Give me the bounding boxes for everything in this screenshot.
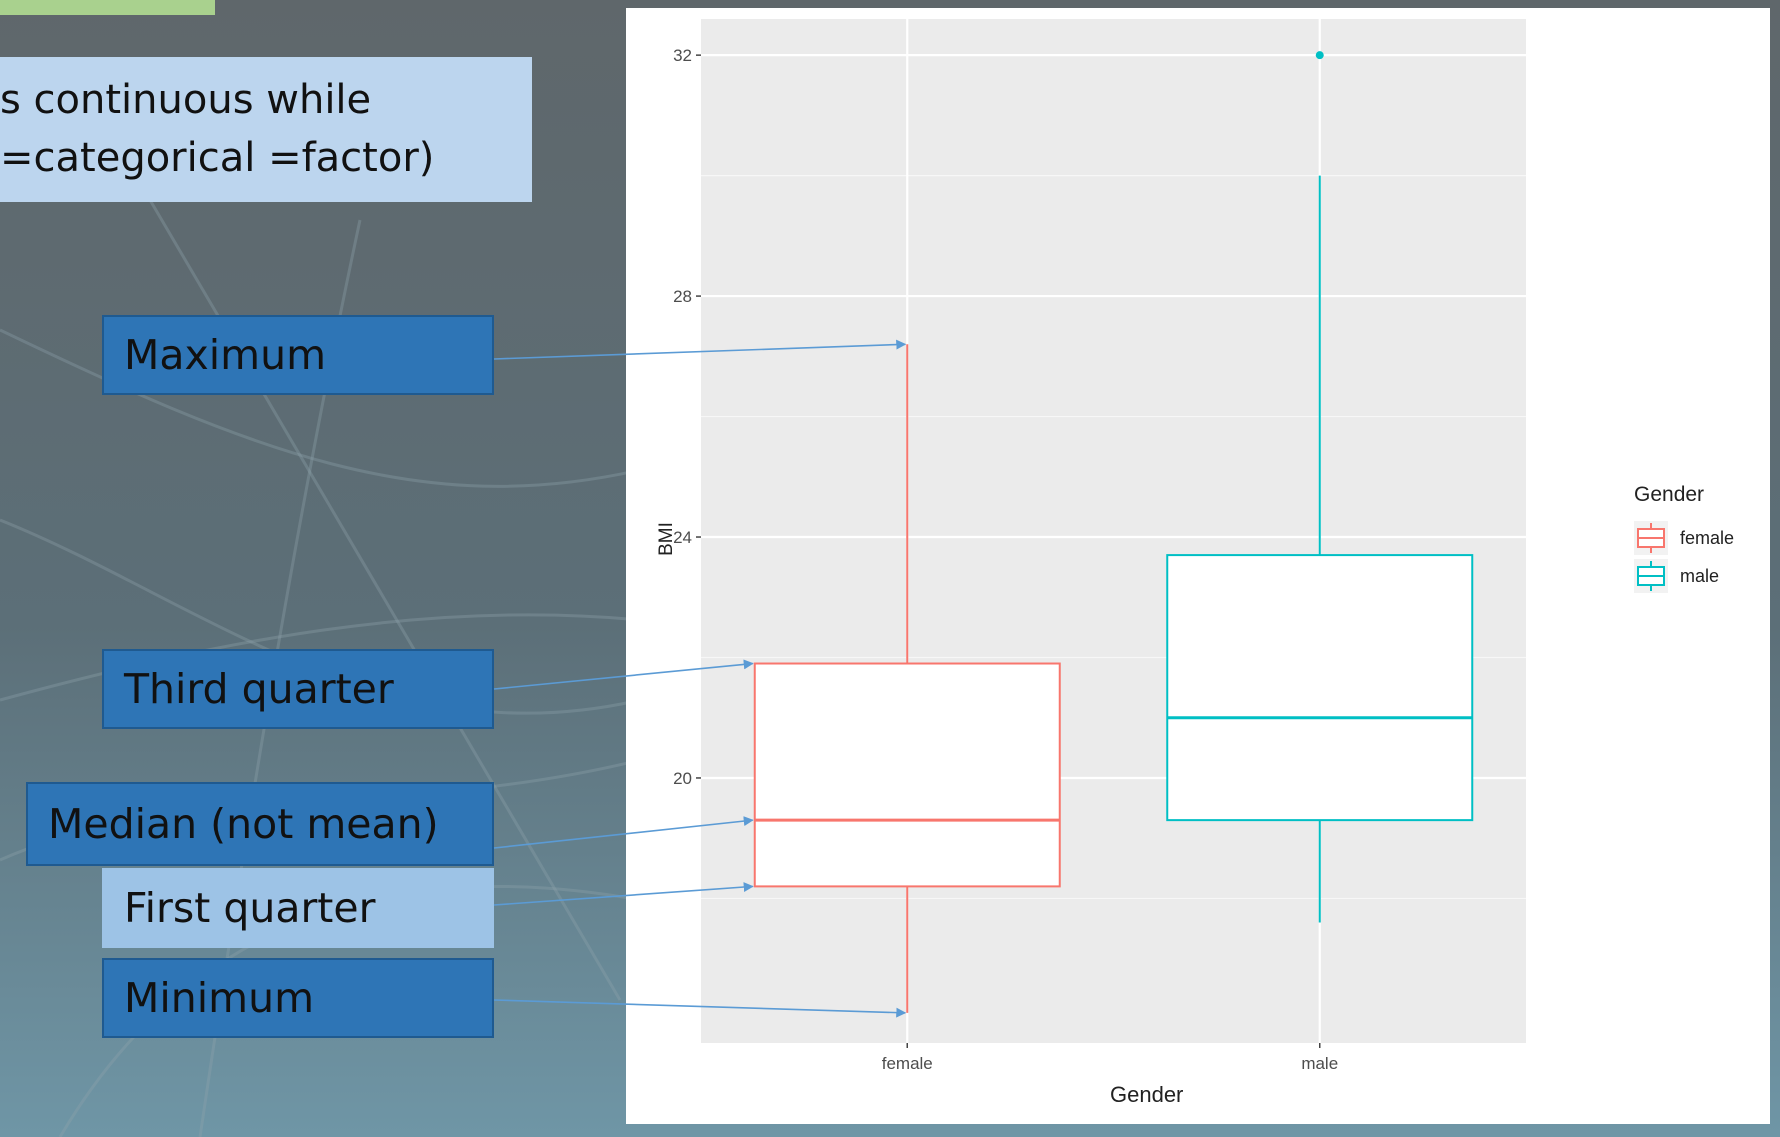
boxplot-chart: 20 24 28 32 female male [673, 19, 1526, 1073]
y-axis-title: BMI [655, 522, 677, 556]
plot-background [701, 19, 1526, 1043]
y-tick-label: 28 [673, 287, 692, 306]
callout-third-quarter: Third quarter [102, 649, 494, 729]
slide-title-line-1: s continuous while [0, 77, 372, 123]
callout-minimum-label: Minimum [124, 974, 315, 1022]
outlier-male [1315, 51, 1324, 60]
legend-title: Gender [1634, 483, 1705, 506]
callout-maximum-label: Maximum [124, 331, 327, 379]
plot-panel: 20 24 28 32 female male BMI Gender Gender fem… [626, 8, 1770, 1124]
legend-item-male: male [1634, 557, 1734, 595]
legend-key-female [1634, 521, 1668, 555]
y-tick-label: 32 [673, 46, 692, 65]
callout-median-label: Median (not mean) [48, 800, 439, 848]
x-axis-title: Gender [1110, 1082, 1184, 1107]
legend: Gender female male [1634, 483, 1734, 595]
y-tick-label: 24 [673, 528, 692, 547]
top-accent-tab [0, 0, 215, 15]
box-female [753, 662, 1061, 888]
slide-title-line-2: =categorical =factor) [0, 135, 435, 181]
callout-median: Median (not mean) [26, 782, 494, 866]
y-tick-label: 20 [673, 769, 692, 788]
legend-label-female: female [1680, 527, 1735, 548]
callout-minimum: Minimum [102, 958, 494, 1038]
legend-key-male [1634, 559, 1668, 593]
legend-item-female: female [1634, 519, 1734, 557]
x-tick-label: male [1301, 1054, 1338, 1073]
box-male [1166, 554, 1474, 822]
callout-maximum: Maximum [102, 315, 494, 395]
slide-title-box: s continuous while =categorical =factor) [0, 57, 532, 202]
callout-third-quarter-label: Third quarter [124, 665, 394, 713]
legend-label-male: male [1680, 565, 1720, 586]
callout-first-quarter-label: First quarter [124, 884, 376, 932]
callout-first-quarter: First quarter [102, 868, 494, 948]
x-tick-label: female [882, 1054, 933, 1073]
